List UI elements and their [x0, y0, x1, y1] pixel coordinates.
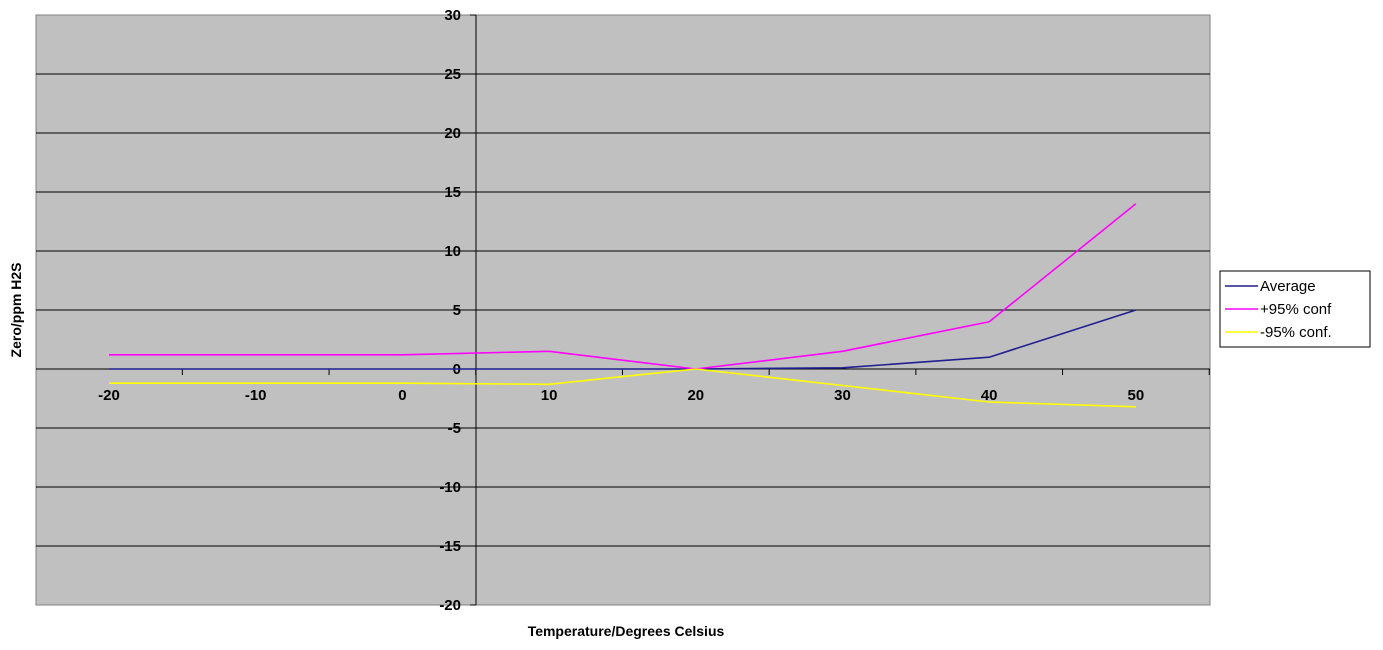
y-tick-label: 20	[444, 125, 461, 142]
y-tick-label: -20	[439, 597, 461, 614]
y-tick-label: 15	[444, 184, 461, 201]
legend-items: Average +95% conf -95% conf.	[1225, 278, 1332, 341]
series-lines	[109, 203, 1137, 408]
x-tick-label: 40	[981, 387, 998, 404]
y-tick-label: -5	[448, 420, 461, 437]
y-tick-label: 5	[453, 302, 461, 319]
series-line-95-conf	[109, 368, 1136, 408]
legend-label: Average	[1260, 278, 1316, 295]
y-tick-label: -15	[439, 538, 461, 555]
series-line-95-conf	[109, 203, 1137, 370]
y-tick-label: 25	[444, 66, 461, 83]
y-tick-label: 30	[444, 7, 461, 24]
gridlines	[36, 73, 1210, 547]
y-axis-title: Zero/ppm H2S	[8, 263, 24, 358]
x-tick-label: -10	[245, 387, 267, 404]
legend-label: +95% conf	[1260, 301, 1332, 318]
legend: Average +95% conf -95% conf.	[1219, 270, 1371, 348]
x-ticks: -20 -10 0 10 20 30 40 50	[98, 369, 1210, 404]
x-tick-label: 20	[687, 387, 704, 404]
x-tick-label: 30	[834, 387, 851, 404]
legend-label: -95% conf.	[1260, 324, 1332, 341]
x-tick-label: -20	[98, 387, 120, 404]
y-tick-label: -10	[439, 479, 461, 496]
x-tick-label: 0	[398, 387, 406, 404]
x-tick-label: 10	[541, 387, 558, 404]
x-tick-label: 50	[1128, 387, 1145, 404]
series-line-average	[109, 309, 1137, 370]
x-axis-title: Temperature/Degrees Celsius	[528, 623, 725, 639]
y-tick-label: 10	[444, 243, 461, 260]
